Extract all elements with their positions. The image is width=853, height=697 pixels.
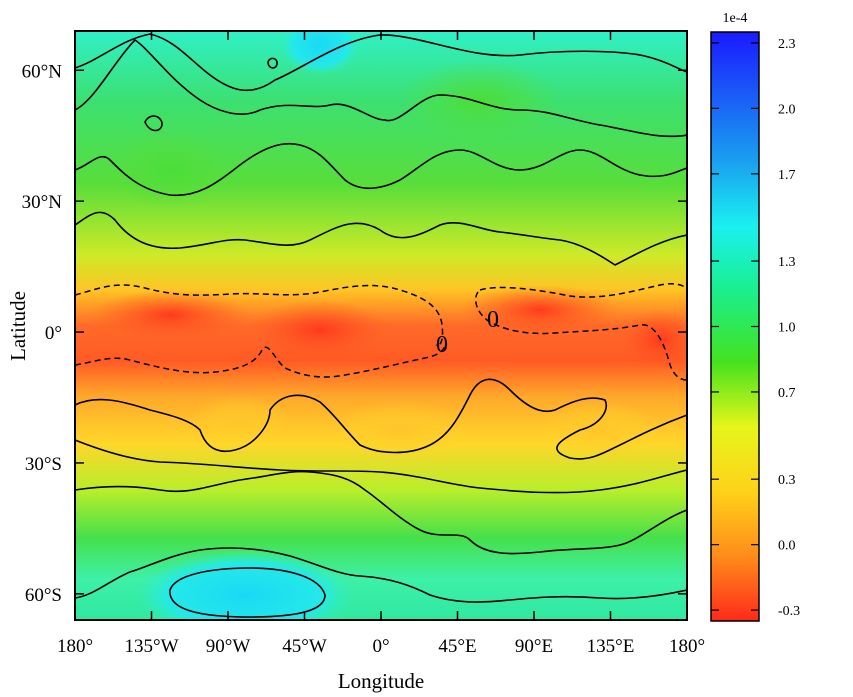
contour-north-mid	[75, 38, 687, 138]
contour-label-0-east: 0	[487, 307, 499, 333]
colorbar-tick-label: 0.3	[778, 473, 796, 488]
heatmap-yellow-blob-1	[330, 400, 470, 460]
colorbar-tick-label: 1.0	[778, 321, 796, 336]
x-tick-label: 135°W	[124, 636, 178, 657]
y-axis-title: Latitude	[6, 291, 30, 361]
x-tick-label: 180°	[57, 636, 93, 657]
contour-label-0-west: 0	[436, 332, 448, 358]
contour-north-blob-tiny	[267, 57, 278, 69]
contour-south-blob	[169, 567, 326, 618]
x-axis-title: Longitude	[338, 669, 424, 693]
x-axis-ticks: 180° 135°W 90°W 45°W 0° 45°E 90°E 135°E 180°	[57, 31, 705, 657]
x-tick-label: 45°W	[282, 636, 327, 657]
contour-lines	[75, 33, 687, 618]
contour-north-003	[75, 211, 687, 266]
y-tick-label: 60°S	[25, 585, 62, 606]
y-tick-label: 60°N	[22, 61, 63, 82]
contour-south-low	[75, 470, 687, 555]
colorbar-tick-label: 2.3	[778, 37, 796, 52]
x-tick-label: 90°E	[515, 636, 553, 657]
x-tick-label: 0°	[372, 636, 389, 657]
contour-north-low	[75, 142, 687, 197]
colorbar-tick-label: -0.3	[778, 604, 800, 619]
y-tick-label: 30°S	[25, 454, 62, 475]
zero-contours	[75, 283, 687, 381]
x-tick-label: 135°E	[587, 636, 635, 657]
colorbar-tick-label: 0.0	[778, 539, 796, 554]
heatmap-yellow-blob-2	[540, 400, 660, 460]
colorbar-exponent-label: 1e-4	[723, 11, 748, 26]
heatmap-cyan-blob-north	[280, 31, 360, 75]
y-axis-ticks: 60°N 30°N 0° 30°S 60°S	[22, 61, 687, 606]
x-tick-label: 45°E	[438, 636, 476, 657]
heatmap-green-blob-1	[400, 60, 560, 140]
colorbar-tick-label: 1.3	[778, 255, 796, 270]
colorbar-tick-label: 0.7	[778, 386, 796, 401]
colorbar: 1e-4 -0.3 0.0 0.3 0.7 1.0 1.3 1.7 2.0 2.3	[710, 11, 800, 622]
contour-south-003	[75, 378, 687, 460]
colorbar-tick-label: 1.7	[778, 168, 796, 183]
zero-contour-south	[75, 344, 446, 378]
contour-north-high	[75, 33, 687, 92]
colorbar-tick-label: 2.0	[778, 102, 796, 117]
heatmap-red-blob-2	[250, 300, 390, 360]
x-tick-label: 90°W	[206, 636, 251, 657]
heatmap-red-blob-1	[90, 290, 250, 340]
contour-south-high	[75, 547, 687, 603]
zero-contour-north	[75, 284, 444, 347]
y-tick-label: 0°	[45, 323, 62, 344]
contour-south-mid	[75, 439, 687, 494]
y-tick-label: 30°N	[22, 192, 63, 213]
heatmap-yellow-blob-3	[190, 395, 290, 445]
heatmap-cyan-blob-south	[135, 550, 355, 620]
heatmap-red-blob-3	[460, 285, 620, 335]
colorbar-ticks: -0.3 0.0 0.3 0.7 1.0 1.3 1.7 2.0 2.3	[711, 37, 800, 619]
heatmap-green-blob-2	[110, 130, 230, 210]
contour-north-blob-small	[144, 115, 163, 132]
zero-contour-east	[474, 283, 687, 381]
heatmap-field: 0 0	[75, 31, 687, 620]
x-tick-label: 180°	[669, 636, 705, 657]
